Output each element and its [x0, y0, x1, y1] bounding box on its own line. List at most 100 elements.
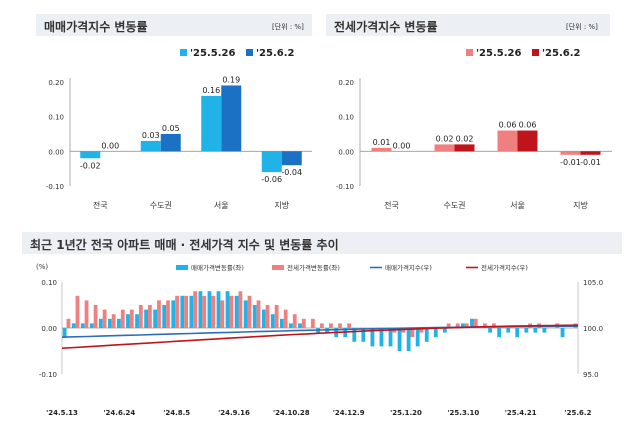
sale-rate-bar — [442, 328, 447, 333]
jeonse-rate-bar — [93, 305, 98, 328]
legend-label: 전세가격지수(우) — [481, 263, 528, 272]
x-tick-label: 서울 — [214, 201, 229, 210]
y-tick-label: 0.20 — [338, 79, 354, 87]
bar — [261, 151, 282, 173]
jeonse-rate-bar — [310, 318, 315, 328]
sale-rate-unit: [단위 : %] — [272, 23, 304, 31]
sale-rate-bar — [198, 291, 203, 328]
x-tick-label: '25.6.2 — [565, 409, 592, 417]
y-tick-label: 0.20 — [48, 79, 64, 87]
sale-rate-chart: 0.20 0.10 0.00 -0.10 전국 -0.02 0.00 수도권 0.030.05 서… — [46, 48, 312, 210]
bar — [560, 151, 581, 155]
sale-rate-bar — [560, 328, 565, 338]
jeonse-rate-bar — [66, 318, 71, 328]
sale-rate-bar — [506, 328, 511, 333]
sale-rate-bar — [62, 328, 67, 338]
jeonse-rate-bar — [138, 305, 143, 328]
jeonse-rate-bar — [338, 323, 342, 328]
data-label: 0.02 — [436, 134, 454, 143]
jeonse-rate-bar — [292, 314, 297, 328]
y-tick-label: 0.10 — [48, 114, 64, 122]
jeonse-rate-bar — [129, 309, 134, 328]
jeonse-rate-bar — [202, 295, 207, 328]
legend-label: '25.6.2 — [542, 48, 581, 59]
data-label: -0.04 — [281, 168, 302, 177]
bar — [454, 144, 475, 152]
jeonse-rate-bar — [148, 305, 152, 328]
sale-rate-bar — [397, 328, 402, 351]
sale-rate-bar — [370, 328, 375, 347]
data-label: -0.06 — [261, 175, 282, 184]
jeonse-rate-bar — [410, 328, 415, 338]
bar — [580, 151, 601, 155]
jeonse-rate-bar — [320, 323, 324, 328]
sale-rate-bar — [352, 328, 357, 342]
x-tick-label: '24.9.16 — [218, 409, 250, 417]
jeonse-rate-title-bar — [326, 14, 610, 36]
legend-swatch — [272, 265, 284, 270]
data-label: 0.16 — [202, 86, 220, 95]
sale-rate-bar — [234, 295, 239, 328]
sale-rate-bar — [470, 318, 474, 328]
jeonse-rate-title: 전세가격지수 변동률 — [334, 20, 438, 34]
sale-rate-bar — [189, 295, 194, 328]
x-tick-label: '24.8.5 — [163, 409, 190, 417]
sale-rate-bar — [524, 328, 529, 333]
sale-rate-bar — [126, 314, 130, 328]
y-tick-label: 0.00 — [48, 148, 64, 156]
legend-swatch — [246, 49, 253, 56]
left-tick-label: 0.00 — [41, 325, 57, 333]
jeonse-rate-bar — [274, 305, 279, 328]
bar — [434, 144, 455, 152]
sale-rate-bar — [279, 318, 284, 328]
bar — [281, 151, 302, 166]
x-tick-label: 전국 — [93, 200, 108, 210]
sale-rate-bar — [488, 328, 492, 333]
jeonse-rate-bar — [247, 295, 252, 328]
legend-swatch — [176, 265, 188, 270]
sale-rate-bar — [135, 314, 139, 328]
sale-rate-bar — [180, 295, 185, 328]
x-tick-label: '24.5.13 — [46, 409, 78, 417]
sale-rate-bar — [89, 323, 94, 328]
jeonse-rate-bar — [464, 323, 469, 328]
sale-rate-bar — [225, 291, 230, 328]
jeonse-rate-bar — [157, 300, 161, 328]
sale-rate-bar — [289, 323, 293, 328]
left-axis-label: (%) — [36, 263, 48, 271]
bar — [160, 134, 181, 152]
bar — [497, 130, 518, 152]
jeonse-rate-bar — [446, 323, 451, 328]
x-tick-label: '24.6.24 — [103, 409, 135, 417]
sale-rate-bar — [415, 328, 420, 347]
jeonse-rate-bar — [265, 305, 270, 328]
data-label: -0.01 — [580, 158, 601, 167]
jeonse-rate-bar — [84, 300, 89, 328]
jeonse-rate-bar — [238, 291, 243, 328]
legend-label: 매매가격지수(우) — [385, 263, 432, 272]
sale-rate-bar — [379, 328, 384, 347]
sale-rate-bar — [515, 328, 520, 338]
legend-label: '25.5.26 — [190, 48, 235, 59]
x-tick-label: '25.3.10 — [447, 409, 479, 417]
sale-rate-bar — [98, 318, 103, 328]
jeonse-rate-bar — [120, 309, 125, 328]
sale-rate-bar — [361, 328, 366, 342]
sale-rate-bar — [80, 323, 85, 328]
sale-rate-bar — [162, 305, 167, 328]
sale-rate-bar — [153, 309, 158, 328]
jeonse-rate-bar — [455, 323, 460, 328]
sale-rate-bar — [533, 328, 538, 333]
jeonse-rate-bar — [301, 318, 306, 328]
legend-label: '25.6.2 — [256, 48, 295, 59]
jeonse-rate-bar — [175, 295, 179, 328]
x-tick-label: 서울 — [510, 201, 525, 210]
sale-rate-bar — [144, 309, 148, 328]
sale-rate-bar — [388, 328, 393, 347]
bar — [201, 95, 222, 152]
sale-rate-bar — [270, 314, 275, 328]
legend-label: 전세가격변동률(좌) — [287, 263, 340, 272]
data-label: 0.00 — [101, 141, 119, 150]
right-tick-label: 105.0 — [583, 279, 603, 287]
legend-swatch — [532, 49, 539, 56]
